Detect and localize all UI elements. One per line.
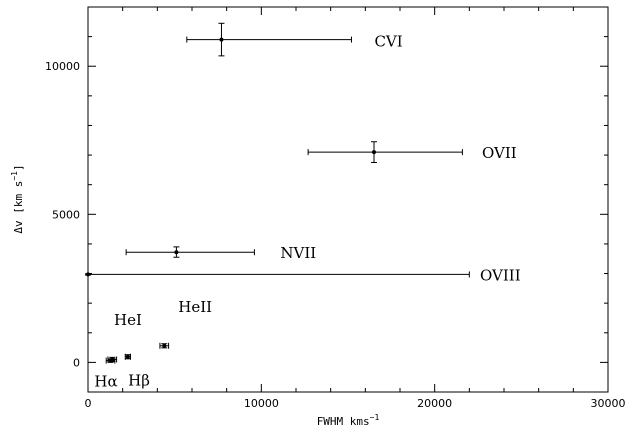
y-axis-label-exponent: −1 [10,171,19,181]
x-axis-label-main: FWHM kms [317,415,370,428]
point-label: HeI [114,311,142,329]
data-point [162,343,167,348]
y-axis-label: Δv [km s−1] [10,164,25,233]
axis-ticks: 0 10000 20000 30000 0 5000 10000 [45,6,626,410]
x-tick-label: 0 [85,397,92,410]
point-label: OVII [482,144,517,162]
data-point [174,250,179,255]
data-point [372,150,376,155]
y-axis-label-main: Δv [km s [12,181,25,234]
x-axis-label: FWHM kms−1 [317,413,380,428]
x-axis-label-exponent: −1 [370,413,380,422]
y-tick-label: 10000 [45,60,80,73]
point-label: HeII [178,298,212,316]
data-point [219,37,224,42]
x-tick-label: 30000 [591,397,626,410]
plot-frame [87,6,609,393]
point-label: NVII [280,244,316,262]
data-points [85,22,470,364]
y-axis-label-end: ] [12,164,25,171]
point-label: OVIII [480,266,521,284]
point-label: CVI [374,33,402,51]
x-tick-label: 20000 [417,397,452,410]
x-tick-label: 10000 [244,397,279,410]
data-point [108,358,113,363]
point-labels: CVI OVII NVII OVIII HeII HeI Hβ Hα [94,33,520,391]
point-label: Hα [94,373,117,391]
y-tick-label: 0 [73,356,80,369]
data-point [125,354,130,359]
data-point [86,272,90,277]
y-tick-label: 5000 [52,208,80,221]
point-label: Hβ [128,371,150,389]
